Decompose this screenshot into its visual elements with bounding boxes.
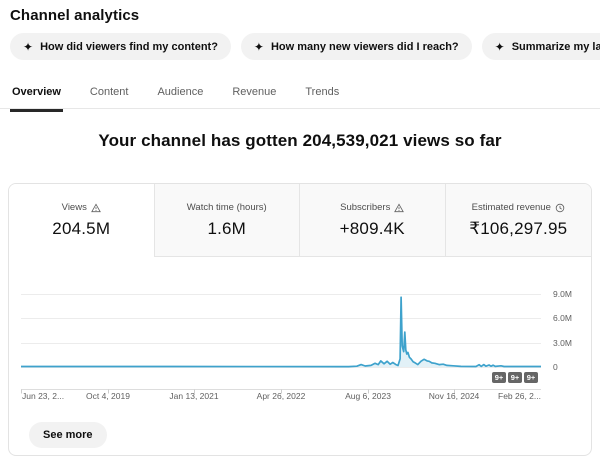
x-axis-tick-label: Jun 23, 2...: [22, 391, 65, 401]
metric-tab-watch-time[interactable]: Watch time (hours) 1.6M: [154, 184, 300, 257]
metric-tab-views[interactable]: Views 204.5M: [9, 184, 155, 257]
metric-tab-estimated-revenue[interactable]: Estimated revenue ₹106,297.95: [445, 184, 591, 257]
x-axis-tick-label: Oct 4, 2019: [86, 391, 130, 401]
overview-analytics-card: Views 204.5M Watch time (hours) 1.6M Su: [8, 183, 592, 456]
y-axis-tick-label: 3.0M: [553, 338, 572, 348]
analytics-tabs: Overview Content Audience Revenue Trends: [10, 80, 341, 112]
metric-value: 204.5M: [52, 219, 111, 238]
sparkle-icon: ✦: [494, 39, 505, 54]
metric-value: +809.4K: [339, 219, 405, 238]
x-axis-tick-label: Jan 13, 2021: [169, 391, 219, 401]
ai-suggestion-chips: ✦ How did viewers find my content? ✦ How…: [10, 33, 600, 60]
warning-triangle-icon: [394, 202, 405, 212]
x-axis-tick-label: Nov 16, 2024: [428, 391, 480, 401]
metric-label: Estimated revenue: [471, 202, 551, 213]
tab-overview[interactable]: Overview: [10, 80, 63, 112]
chip-summarize-latest-video[interactable]: ✦ Summarize my latest video performance: [481, 33, 600, 60]
x-axis-tick-label: Apr 26, 2022: [256, 391, 306, 401]
see-more-button[interactable]: See more: [29, 422, 107, 448]
page-title: Channel analytics: [10, 7, 140, 24]
views-line-chart[interactable]: [21, 271, 541, 395]
x-axis-tick-label: Feb 26, 2...: [498, 391, 541, 401]
y-axis-tick-label: 0: [553, 362, 558, 372]
chip-label: How many new viewers did I reach?: [270, 40, 459, 53]
metric-value: ₹106,297.95: [469, 219, 568, 238]
y-axis-tick-label: 9.0M: [553, 289, 572, 299]
clock-icon: [555, 203, 565, 212]
tabs-divider: [0, 108, 600, 109]
chip-how-did-viewers-find-content[interactable]: ✦ How did viewers find my content?: [10, 33, 231, 60]
y-axis-tick-label: 6.0M: [553, 313, 572, 323]
metric-label: Subscribers: [340, 202, 391, 213]
event-count-badge[interactable]: 9+: [508, 372, 522, 383]
warning-triangle-icon: [90, 202, 101, 212]
tab-audience[interactable]: Audience: [157, 86, 204, 98]
tab-revenue[interactable]: Revenue: [232, 86, 277, 98]
sparkle-icon: ✦: [253, 39, 264, 54]
chip-label: Summarize my latest video performance: [511, 40, 600, 53]
metric-value: 1.6M: [207, 219, 247, 238]
metric-tab-subscribers[interactable]: Subscribers ₹106,297.95 +809.4K: [300, 184, 446, 257]
tab-trends[interactable]: Trends: [305, 86, 340, 98]
event-count-badge[interactable]: 9+: [524, 372, 538, 383]
metric-tab-strip: Views 204.5M Watch time (hours) 1.6M Su: [9, 184, 591, 257]
active-tab-underline: [10, 109, 63, 112]
timeline-event-badges: 9+ 9+ 9+: [492, 372, 538, 383]
metric-label: Watch time (hours): [186, 202, 267, 213]
tab-content[interactable]: Content: [89, 86, 129, 98]
chip-label: How did viewers find my content?: [40, 40, 218, 53]
metric-label: Views: [61, 202, 87, 213]
sparkle-icon: ✦: [23, 39, 34, 54]
chip-how-many-new-viewers[interactable]: ✦ How many new viewers did I reach?: [240, 33, 472, 60]
channel-views-headline: Your channel has gotten 204,539,021 view…: [98, 131, 502, 150]
event-count-badge[interactable]: 9+: [492, 372, 506, 383]
x-axis-tick-label: Aug 6, 2023: [345, 391, 391, 401]
